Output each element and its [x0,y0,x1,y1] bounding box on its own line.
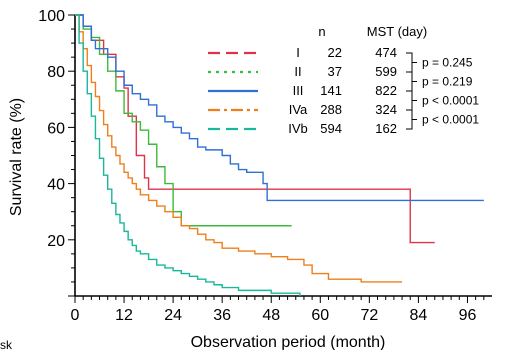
series-line-IVb [75,14,301,296]
pvalue-bracket [406,52,417,73]
x-tick-label: 84 [410,307,428,324]
series-line-II [75,14,292,227]
legend-mst-II: 599 [375,64,397,79]
legend-n-IVb: 594 [320,121,342,136]
legend-label-III: III [293,83,304,98]
pvalue-label: p < 0.0001 [422,94,479,108]
series-line-IVa [75,14,403,283]
x-tick-label: 0 [71,307,80,324]
legend-mst-IVa: 324 [375,102,397,117]
x-axis-label: Observation period (month) [191,334,386,350]
y-tick-label: 20 [47,233,65,250]
x-tick-label: 60 [311,307,329,324]
pvalue-bracket [406,71,417,92]
pvalue-label: p < 0.0001 [422,113,479,127]
legend-label-IVb: IVb [288,121,308,136]
pvalue-label: p = 0.245 [422,56,473,70]
legend-header-n: n [318,24,325,39]
x-tick-label: 48 [262,307,280,324]
pvalue-annotations: p = 0.245 p = 0.219 p < 0.0001 p < 0.0001 [406,52,479,130]
y-tick-label: 80 [47,64,65,81]
x-tick-label: 96 [459,307,477,324]
legend-mst-IVb: 162 [375,121,397,136]
series-layer [75,14,484,296]
pvalue-bracket [406,90,417,111]
y-tick-label: 100 [38,8,65,25]
legend-mst-I: 474 [375,45,397,60]
series-line-III [75,14,484,202]
legend: n MST (day) I 22 474 II 37 599 III 141 822 IVa 288 32… [208,24,427,136]
x-tick-label: 36 [213,307,231,324]
legend-mst-III: 822 [375,83,397,98]
legend-n-I: 22 [328,45,342,60]
legend-header-mst: MST (day) [367,24,427,39]
x-tick-label: 72 [360,307,378,324]
y-tick-label: 60 [47,120,65,137]
y-axis-label: Survival rate (%) [8,98,25,216]
legend-n-IVa: 288 [320,102,342,117]
legend-label-IVa: IVa [289,102,308,117]
corner-text: sk [0,338,13,350]
x-tick-label: 12 [115,307,133,324]
legend-label-I: I [296,45,300,60]
x-tick-label: 24 [164,307,182,324]
legend-n-II: 37 [328,64,342,79]
legend-n-III: 141 [320,83,342,98]
pvalue-label: p = 0.219 [422,75,473,89]
chart-axes: 0 12 24 36 48 60 72 84 96 20 40 60 80 100 [38,8,492,324]
legend-label-II: II [294,64,301,79]
y-tick-label: 40 [47,177,65,194]
pvalue-bracket [406,109,417,130]
